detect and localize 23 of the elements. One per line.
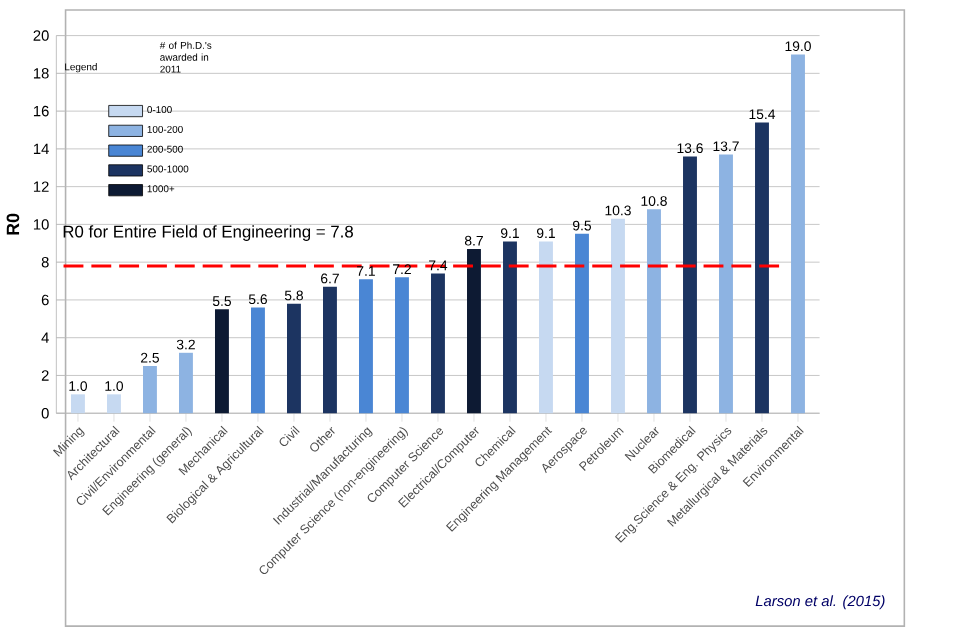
bar (539, 241, 553, 414)
bar (251, 307, 265, 414)
bar (287, 303, 301, 414)
bar (791, 54, 805, 414)
bar (178, 352, 193, 414)
bar (683, 156, 697, 414)
bar (719, 154, 733, 414)
bar (323, 286, 337, 414)
bar (575, 233, 589, 414)
bar (395, 277, 409, 414)
bar (431, 273, 445, 414)
bar (755, 122, 769, 414)
ref-line-label: R0 for Entire Field of Engineering = 7.8 (63, 225, 353, 241)
bar (359, 279, 373, 414)
bar (106, 394, 121, 414)
bar (70, 394, 85, 414)
bar (214, 309, 229, 414)
y-axis-title: R0 (6, 213, 20, 235)
bar (611, 218, 625, 414)
bar (647, 209, 661, 414)
bar (142, 366, 157, 414)
bar (467, 248, 481, 414)
bar (503, 241, 517, 414)
